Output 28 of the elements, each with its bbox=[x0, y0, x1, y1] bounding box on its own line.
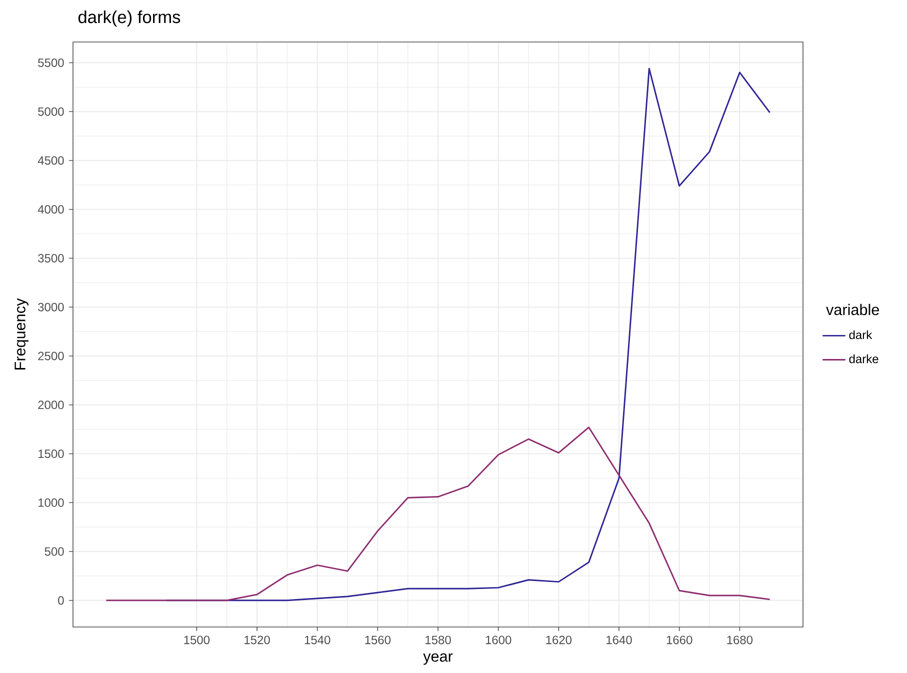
x-tick-label: 1520 bbox=[244, 636, 270, 644]
x-tick-label: 1540 bbox=[304, 636, 330, 644]
y-tick-label: 5000 bbox=[38, 107, 64, 116]
y-tick-label: 2500 bbox=[38, 352, 64, 360]
y-tick-label: 2000 bbox=[38, 400, 64, 410]
legend-title: variable bbox=[826, 304, 880, 316]
x-tick-label: 1660 bbox=[666, 636, 692, 644]
x-tick-label: 1640 bbox=[606, 636, 632, 644]
legend-label: darke bbox=[849, 354, 878, 364]
y-tick-label: 5500 bbox=[38, 58, 64, 67]
x-tick-label: 1620 bbox=[546, 636, 572, 644]
y-tick-label: 4500 bbox=[38, 156, 64, 165]
x-tick-label: 1600 bbox=[486, 636, 512, 644]
x-tick-label: 1580 bbox=[426, 636, 451, 644]
y-tick-label: 1500 bbox=[38, 450, 64, 458]
x-axis-title: year bbox=[423, 653, 453, 665]
legend-label: dark bbox=[849, 330, 872, 340]
x-tick-label: 1560 bbox=[365, 636, 391, 644]
y-axis-title: Frequency bbox=[14, 298, 28, 370]
y-tick-label: 3500 bbox=[38, 254, 64, 262]
x-tick-label: 1500 bbox=[184, 636, 210, 644]
y-tick-label: 0 bbox=[58, 596, 64, 605]
x-tick-label: 1680 bbox=[727, 636, 753, 644]
y-tick-label: 3000 bbox=[38, 302, 64, 312]
y-tick-label: 4000 bbox=[38, 205, 64, 214]
y-tick-label: 500 bbox=[44, 547, 64, 556]
chart-title: dark(e) forms bbox=[78, 10, 180, 27]
y-tick-label: 1000 bbox=[38, 498, 64, 507]
